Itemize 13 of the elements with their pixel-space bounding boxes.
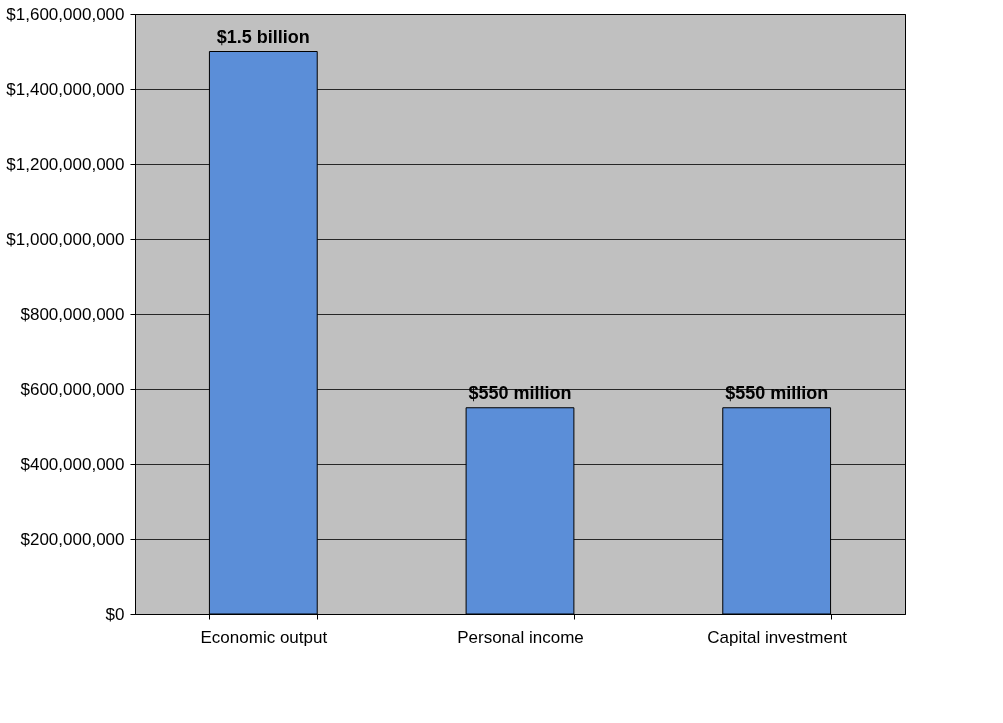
y-tick-label: $1,600,000,000	[6, 4, 125, 24]
data-label: $1.5 billion	[216, 26, 310, 47]
y-tick-label: $0	[105, 604, 125, 624]
y-tick-label: $1,200,000,000	[6, 154, 125, 174]
x-tick-label: Economic output	[200, 627, 328, 647]
x-tick-label: Capital investment	[707, 627, 848, 647]
y-tick-label: $600,000,000	[20, 379, 125, 399]
y-tick-label: $400,000,000	[20, 454, 125, 474]
y-tick-label: $1,400,000,000	[6, 79, 125, 99]
x-tick-label: Personal income	[457, 627, 584, 647]
y-tick-label: $800,000,000	[20, 304, 125, 324]
y-tick-label: $1,000,000,000	[6, 229, 125, 249]
y-tick-label: $200,000,000	[20, 529, 125, 549]
